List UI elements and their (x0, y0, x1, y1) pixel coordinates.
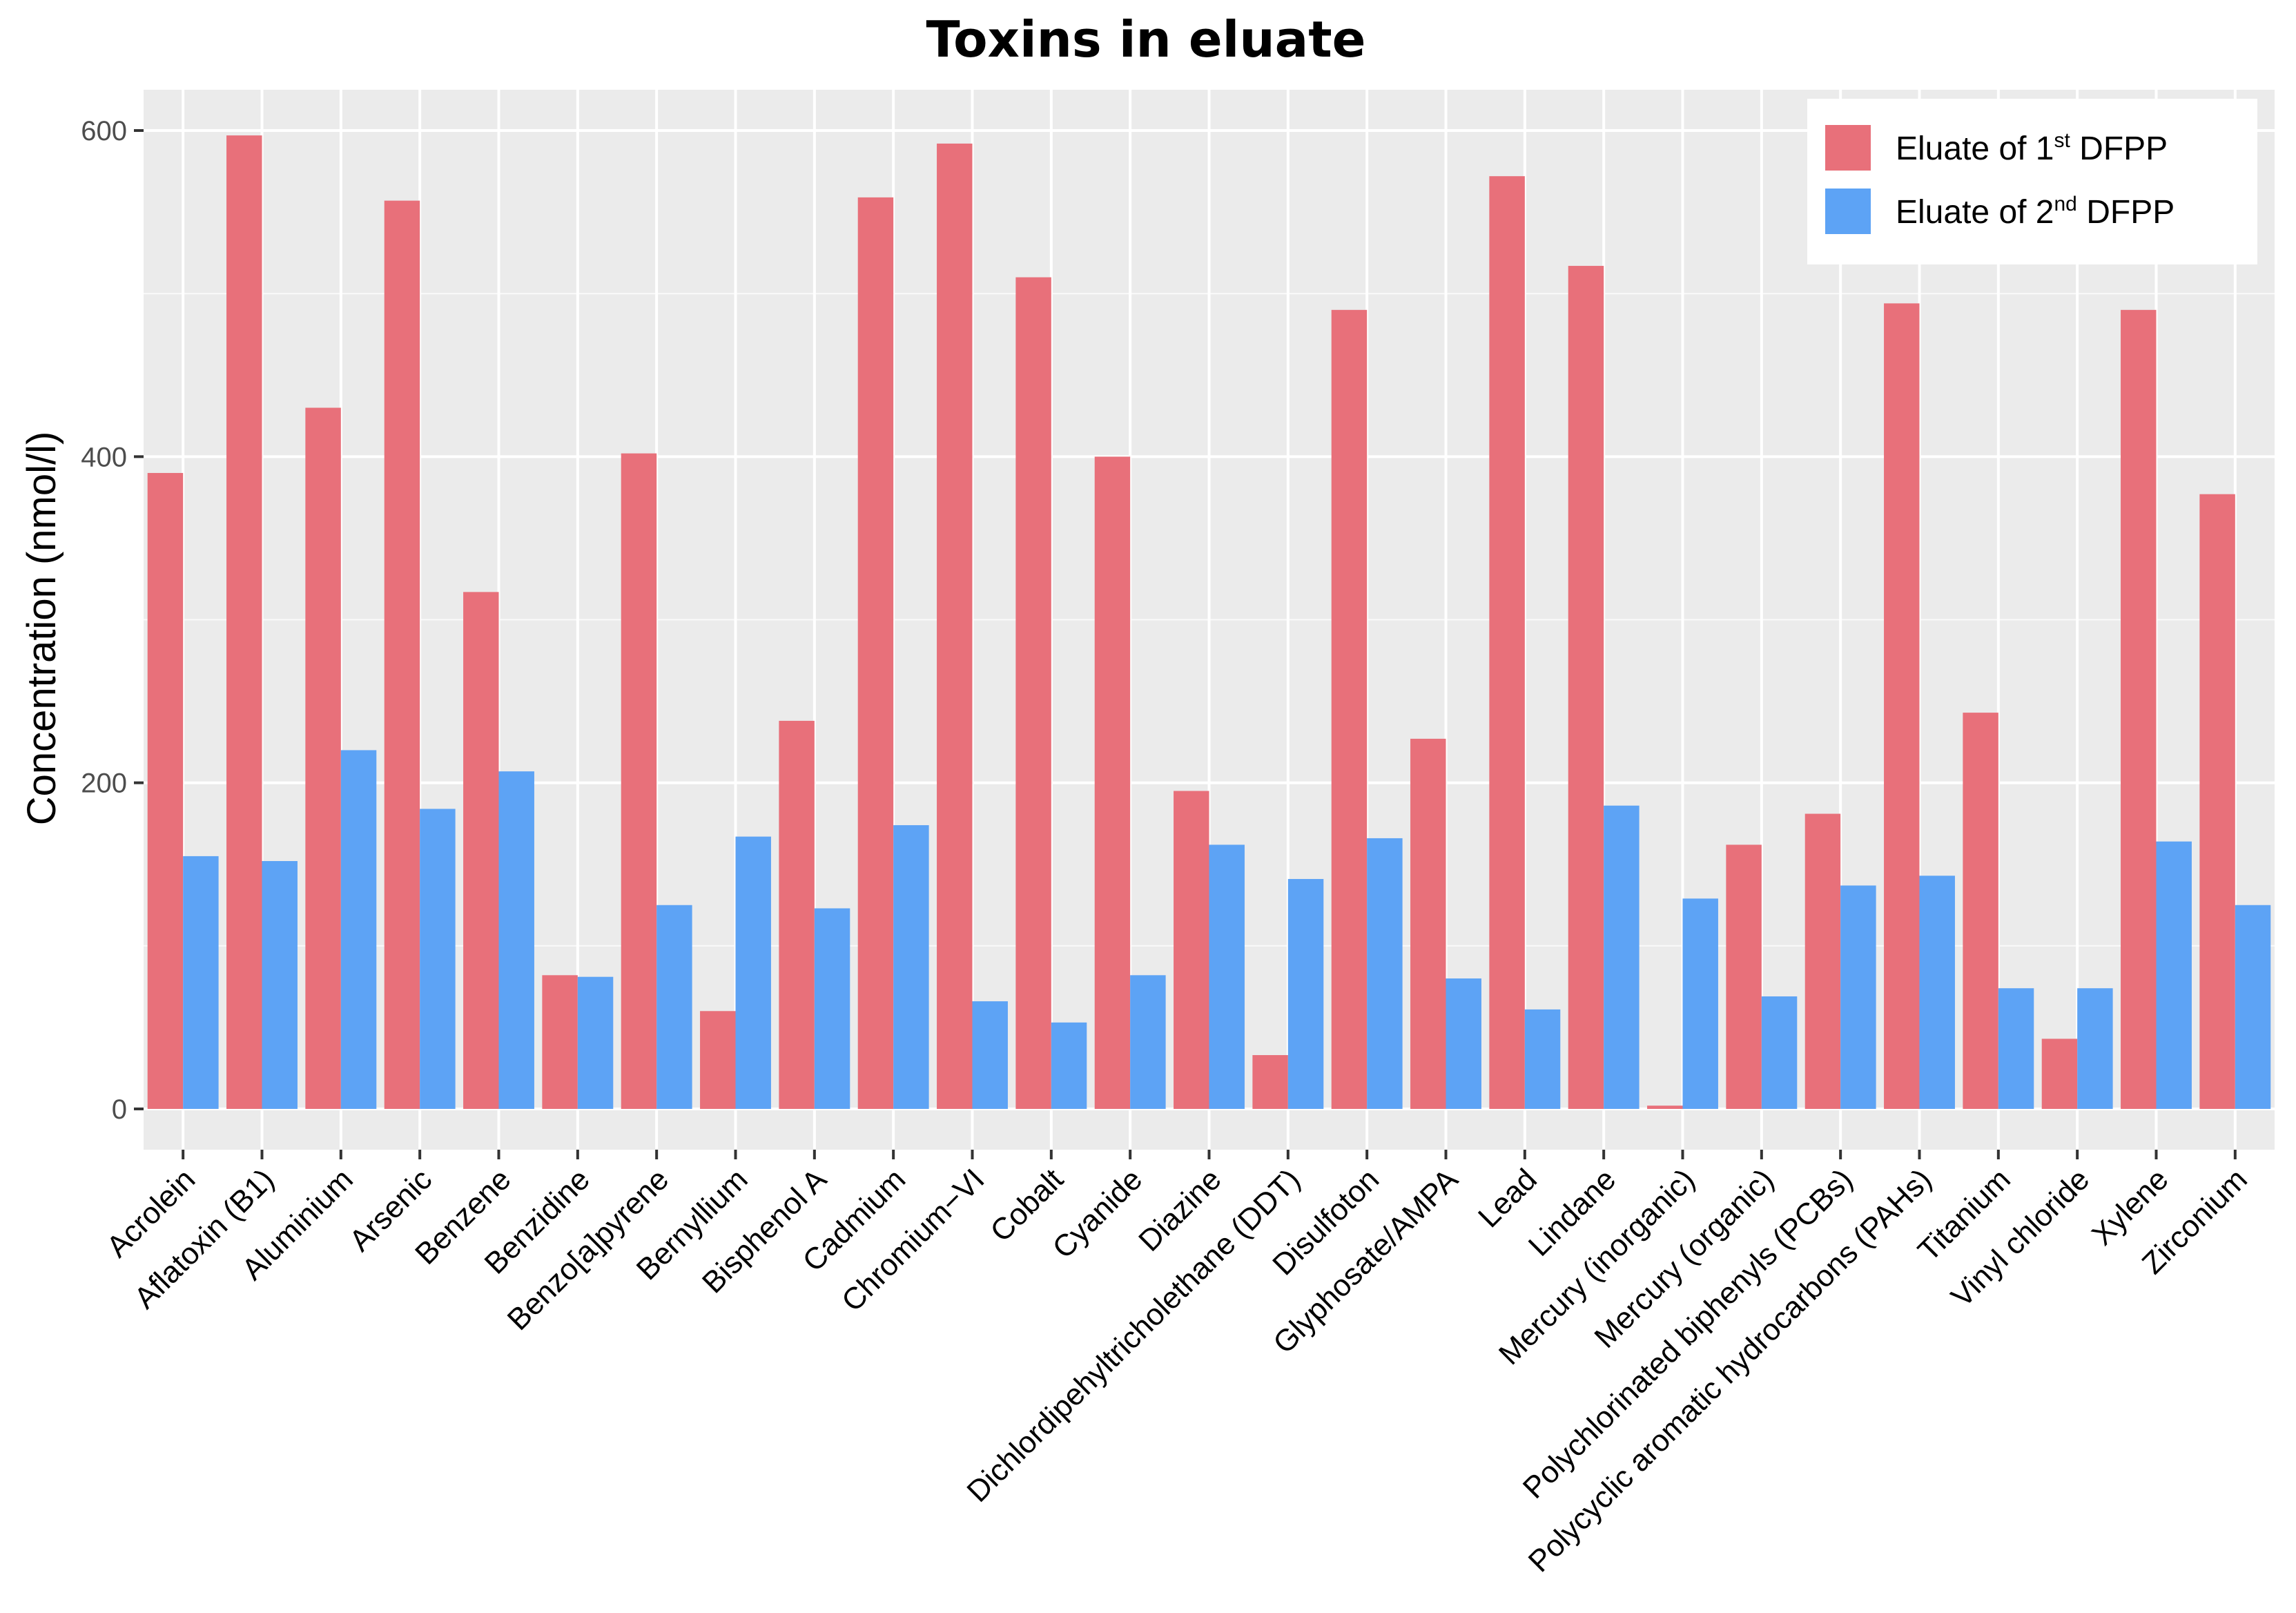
legend: Eluate of 1st DFPP Eluate of 2nd DFPP (1807, 99, 2257, 264)
legend-label-first-dfpp: Eluate of 1st DFPP (1896, 129, 2168, 167)
bar-first-dfpp-8 (700, 1011, 736, 1109)
bar-second-dfpp-13 (1130, 975, 1166, 1109)
bar-first-dfpp-20 (1647, 1105, 1683, 1109)
bar-first-dfpp-1 (147, 472, 184, 1109)
bar-second-dfpp-11 (972, 1001, 1008, 1109)
bar-first-dfpp-13 (1094, 456, 1131, 1109)
bar-second-dfpp-1 (183, 856, 219, 1109)
bar-second-dfpp-22 (1840, 885, 1876, 1109)
bar-first-dfpp-10 (857, 197, 894, 1109)
legend-box (1807, 99, 2257, 264)
bar-second-dfpp-27 (2235, 905, 2271, 1109)
bar-second-dfpp-9 (814, 908, 850, 1109)
y-tick-label: 0 (112, 1094, 127, 1125)
bar-first-dfpp-22 (1804, 813, 1841, 1109)
bar-first-dfpp-7 (621, 453, 657, 1109)
y-tick-label: 400 (81, 442, 127, 472)
bar-second-dfpp-17 (1446, 978, 1481, 1109)
bar-first-dfpp-3 (305, 407, 341, 1109)
bar-second-dfpp-21 (1761, 996, 1798, 1109)
bar-second-dfpp-8 (735, 836, 771, 1109)
bar-second-dfpp-12 (1051, 1022, 1087, 1109)
bar-first-dfpp-19 (1568, 266, 1604, 1109)
bars (147, 135, 2271, 1109)
bar-first-dfpp-21 (1726, 844, 1762, 1109)
bar-first-dfpp-27 (2199, 494, 2235, 1109)
y-tick-label: 600 (81, 116, 127, 146)
bar-first-dfpp-11 (937, 143, 973, 1109)
legend-label-second-dfpp: Eluate of 2nd DFPP (1896, 193, 2175, 231)
bar-first-dfpp-2 (226, 135, 262, 1109)
bar-second-dfpp-4 (420, 809, 456, 1109)
bar-first-dfpp-17 (1410, 738, 1446, 1109)
bar-first-dfpp-24 (1963, 713, 1998, 1109)
bar-second-dfpp-15 (1287, 878, 1324, 1109)
bar-first-dfpp-23 (1884, 303, 1920, 1109)
bar-second-dfpp-3 (340, 750, 377, 1109)
bar-first-dfpp-5 (463, 592, 499, 1109)
bar-first-dfpp-15 (1252, 1055, 1288, 1109)
bar-first-dfpp-26 (2121, 309, 2157, 1109)
bar-first-dfpp-14 (1174, 791, 1209, 1109)
bar-second-dfpp-14 (1209, 844, 1245, 1109)
bar-second-dfpp-7 (656, 905, 692, 1109)
bar-first-dfpp-16 (1331, 309, 1368, 1109)
bar-first-dfpp-4 (384, 200, 420, 1109)
bar-second-dfpp-5 (498, 771, 534, 1109)
bar-second-dfpp-24 (1998, 988, 2034, 1109)
y-tick-label: 200 (81, 769, 127, 799)
legend-key-first-dfpp (1825, 125, 1871, 171)
bar-second-dfpp-23 (1919, 876, 1955, 1109)
bar-first-dfpp-12 (1015, 277, 1051, 1109)
y-axis-label: Concentration (nmol/l) (19, 432, 64, 826)
bar-second-dfpp-25 (2077, 988, 2113, 1109)
bar-second-dfpp-2 (262, 861, 298, 1109)
bar-first-dfpp-9 (779, 720, 815, 1109)
bar-second-dfpp-10 (893, 825, 929, 1109)
bar-first-dfpp-25 (2041, 1039, 2078, 1109)
bar-first-dfpp-6 (542, 975, 578, 1109)
bar-second-dfpp-20 (1682, 898, 1718, 1109)
bar-second-dfpp-6 (577, 976, 614, 1109)
bar-second-dfpp-26 (2156, 841, 2192, 1109)
chart-title: Toxins in eluate (926, 10, 1366, 68)
bar-second-dfpp-16 (1367, 838, 1403, 1109)
bar-second-dfpp-19 (1604, 805, 1640, 1109)
bar-first-dfpp-18 (1489, 176, 1525, 1109)
bar-second-dfpp-18 (1524, 1009, 1561, 1109)
legend-key-second-dfpp (1825, 189, 1871, 234)
